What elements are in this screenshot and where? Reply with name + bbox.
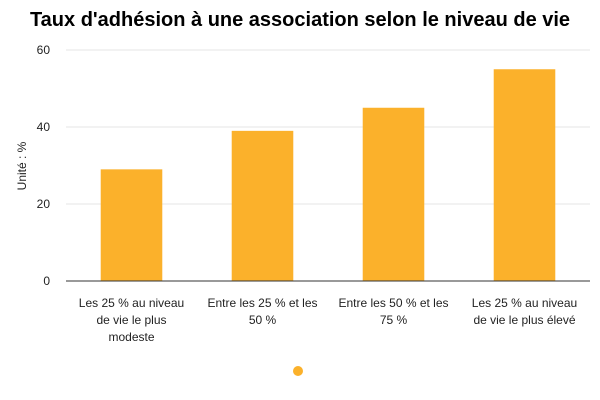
x-category-label-line: Entre les 25 % et les [207,296,317,310]
x-category-label: Entre les 25 % et les 50 % [207,296,317,327]
x-category-label: Entre les 50 % et les 75 % [338,296,448,327]
x-category-label: Les 25 % au niveau de vie le plus modeste [79,296,184,344]
chart-title: Taux d'adhésion à une association selon … [30,9,570,31]
y-tick-label: 40 [37,120,51,134]
x-category-label-line: Les 25 % au niveau [472,296,577,310]
legend-marker [293,366,303,376]
x-category-label-line: de vie le plus élevé [473,313,575,327]
y-tick-label: 0 [43,274,50,288]
y-tick-label: 20 [37,197,51,211]
bar [493,69,556,281]
x-category-label-line: modeste [108,330,154,344]
x-category-label-line: Entre les 50 % et les [338,296,448,310]
bar [100,169,163,281]
x-category-label-line: 75 % [380,313,408,327]
y-tick-label: 60 [37,43,51,57]
x-category-label: Les 25 % au niveau de vie le plus élevé [472,296,577,327]
bars [100,69,556,281]
y-axis-label: Unité : % [15,141,29,190]
x-axis-categories: Les 25 % au niveau de vie le plus modeste E… [79,296,577,344]
bar [362,107,425,281]
x-category-label-line: 50 % [249,313,277,327]
x-category-label-line: Les 25 % au niveau [79,296,184,310]
y-axis-ticks: 0 20 40 60 [37,43,51,288]
x-category-label-line: de vie le plus [96,313,166,327]
bar [231,130,294,281]
